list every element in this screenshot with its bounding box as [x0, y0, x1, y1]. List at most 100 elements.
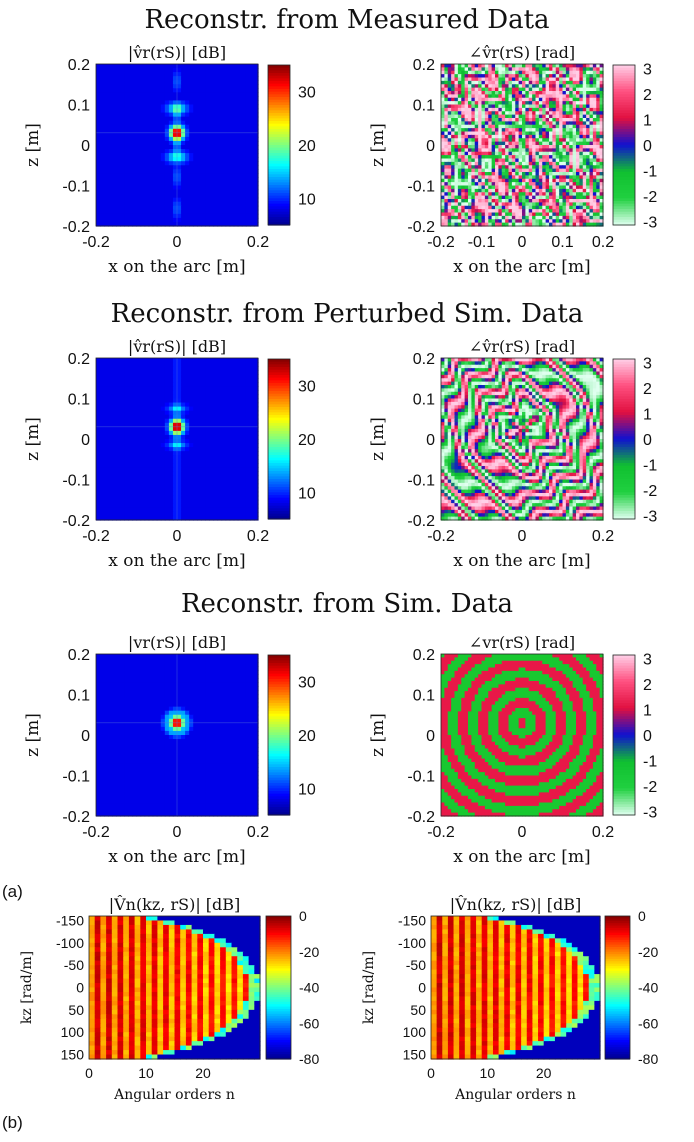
colorbar-tick-label: -80: [638, 1051, 658, 1067]
y-axis-label: z [m]: [23, 123, 43, 167]
x-tick-label: -0.2: [82, 234, 110, 251]
plot-title-3: |v̂r(rS)| [dB]: [128, 337, 226, 356]
y-tick-label: -150: [398, 912, 426, 928]
heatmap-cells-7: [89, 916, 261, 1060]
x-tick-label: 0: [173, 528, 182, 545]
colorbar-8-ticks: 0 -20 -40 -60 -80: [638, 908, 658, 1067]
x-tick-label: 10: [138, 1065, 154, 1081]
y-tick-label: 0.2: [68, 57, 90, 74]
y-tick-label: 0.1: [68, 98, 90, 115]
colorbar-tick-label: 3: [643, 356, 652, 373]
colorbar-tick-label: -80: [299, 1051, 319, 1067]
colorbar-tick-label: -3: [643, 804, 657, 821]
colorbar-7-ticks: 0-20-40-60-80: [299, 908, 319, 1067]
x-tick-label: -0.2: [427, 528, 455, 545]
y-tick-label: -0.1: [407, 769, 435, 786]
colorbar-tick-label: -40: [299, 980, 319, 996]
section-title-1: Reconstr. from Measured Data: [144, 5, 549, 35]
colorbar-tick-label: 0: [643, 138, 652, 155]
colorbar-tick-label: 2: [643, 381, 652, 398]
x-tick-label: 0.2: [247, 528, 269, 545]
x-tick-label: 0: [427, 1065, 435, 1081]
chart-4: ∠v̂r(rS) [rad]0.20.10-0.1-0.2-0.2 0 0.2x o…: [368, 337, 657, 571]
heatmap-cells-2: [441, 64, 604, 227]
x-tick-label: 0: [518, 234, 527, 251]
heatmap-cells-6: [441, 654, 604, 817]
y-tick-label: 0.1: [413, 392, 435, 409]
x-tick-label: 0.2: [592, 234, 614, 251]
x-tick-label: 10: [480, 1065, 496, 1081]
x-tick-label: -0.2: [427, 824, 455, 841]
colorbar-tick-label: -20: [638, 944, 658, 960]
y-tick-label: 0.2: [413, 57, 435, 74]
y-tick-label: 0.2: [413, 647, 435, 664]
colorbar-tick-label: 0: [299, 908, 307, 924]
colorbar-tick-label: -1: [643, 163, 657, 180]
y-tick-label: -0.1: [62, 179, 90, 196]
y-tick-label: -50: [406, 957, 426, 973]
chart-5: |vr(rS)| [dB]0.20.10-0.1-0.2-0.2 0 0.2x on…: [23, 633, 316, 867]
y-tick-label: 0.2: [413, 351, 435, 368]
x-tick-label: 20: [536, 1065, 552, 1081]
colorbar-tick-label: 0: [643, 432, 652, 449]
x-axis-label: x on the arc [m]: [453, 551, 590, 571]
colorbar-tick-label: -20: [299, 944, 319, 960]
y-axis-label: z [m]: [368, 417, 388, 461]
y-tick-label: -100: [398, 935, 426, 951]
x-tick-label: 0: [85, 1065, 93, 1081]
y-tick-label: 0: [426, 728, 435, 745]
x-tick-label: -0.2: [82, 824, 110, 841]
y-tick-label: 0: [81, 432, 90, 449]
colorbar-tick-label: -2: [643, 483, 657, 500]
heatmap-cells-4: [441, 358, 604, 521]
chart-1: |v̂r(rS)| [dB]0.20.10-0.1-0.2-0.2 0 0.2x o…: [23, 43, 316, 277]
x-tick-label: -0.1: [468, 234, 496, 251]
colorbar-tick-label: -60: [638, 1015, 658, 1031]
colorbar-tick-label: 1: [643, 703, 652, 720]
y-axis-label: z [m]: [368, 123, 388, 167]
y-tick-label: 0.1: [413, 688, 435, 705]
x-tick-label: 0: [518, 528, 527, 545]
x-tick-label: 0.2: [247, 234, 269, 251]
y-tick-label: 100: [403, 1024, 427, 1040]
panel-label-a: (a): [2, 882, 23, 901]
colorbar-tick-label: 20: [298, 138, 316, 155]
colorbar-tick-label: 30: [298, 379, 316, 396]
plot-title-6: ∠vr(rS) [rad]: [469, 633, 575, 652]
y-axis-label: z [m]: [23, 417, 43, 461]
plot-title-4: ∠v̂r(rS) [rad]: [469, 337, 575, 356]
y-tick-label: -150: [56, 912, 84, 928]
chart-3: |v̂r(rS)| [dB]0.20.10-0.1-0.2-0.2 0 0.2x o…: [23, 337, 316, 571]
y-tick-label: -100: [56, 935, 84, 951]
colorbar-tick-label: 30: [298, 85, 316, 102]
colorbar-tick-label: 10: [298, 485, 316, 502]
x-tick-label: 0: [518, 824, 527, 841]
y-tick-label: 0: [81, 138, 90, 155]
section-title-3: Reconstr. from Sim. Data: [181, 589, 513, 619]
colorbar-tick-label: 0: [638, 908, 646, 924]
y-axis-label: kz [rad/m]: [361, 951, 377, 1024]
x-axis-label: x on the arc [m]: [108, 847, 245, 867]
y-tick-label: 0: [76, 980, 84, 996]
x-tick-label: -0.2: [427, 234, 455, 251]
colorbar-tick-label: 10: [298, 781, 316, 798]
x-tick-label: 20: [195, 1065, 211, 1081]
colorbar-tick-label: -40: [638, 980, 658, 996]
y-tick-label: 0.1: [68, 392, 90, 409]
colorbar-tick-label: 0: [643, 728, 652, 745]
chart-2: ∠v̂r(rS) [rad]0.20.10-0.1-0.2-0.2 -0.1 0 0.…: [368, 43, 657, 277]
x-tick-label: -0.2: [82, 528, 110, 545]
y-tick-label: -0.1: [407, 179, 435, 196]
y-tick-label: -0.1: [62, 473, 90, 490]
x-axis-label: x on the arc [m]: [108, 551, 245, 571]
y-tick-label: -0.1: [62, 769, 90, 786]
colorbar-tick-label: 30: [298, 675, 316, 692]
